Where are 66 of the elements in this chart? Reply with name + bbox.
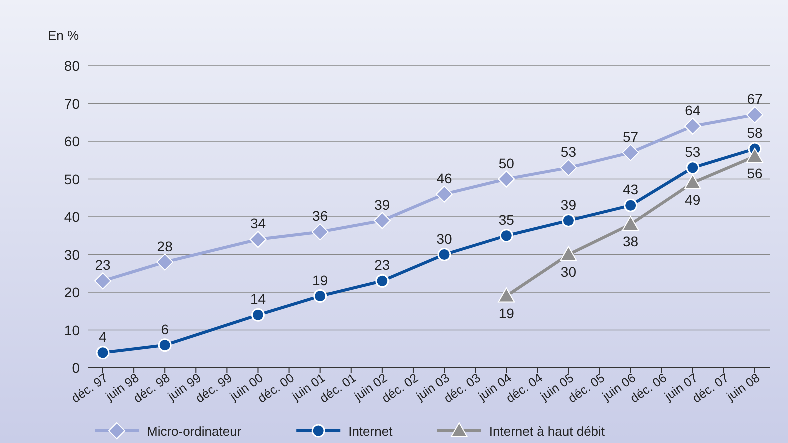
y-tick-label: 20 bbox=[64, 284, 80, 300]
point bbox=[560, 246, 578, 262]
y-tick-label: 50 bbox=[64, 171, 80, 188]
data-label: 14 bbox=[250, 291, 266, 308]
point bbox=[500, 229, 514, 243]
point bbox=[250, 231, 267, 248]
data-label: 28 bbox=[157, 238, 174, 254]
y-tick-label: 70 bbox=[64, 96, 80, 112]
y-tick-label: 80 bbox=[64, 58, 80, 74]
data-label: 49 bbox=[685, 192, 701, 208]
legend-label: Internet à haut débit bbox=[489, 424, 606, 439]
data-label: 38 bbox=[623, 234, 639, 250]
data-label: 39 bbox=[560, 196, 577, 213]
point bbox=[156, 254, 174, 271]
point bbox=[376, 274, 390, 288]
data-label: 58 bbox=[747, 125, 763, 142]
point bbox=[498, 170, 516, 188]
data-label: 19 bbox=[312, 272, 328, 288]
data-label: 36 bbox=[312, 208, 328, 224]
point bbox=[684, 174, 702, 190]
point bbox=[374, 212, 391, 230]
y-tick-label: 10 bbox=[64, 322, 80, 338]
data-label: 56 bbox=[747, 166, 763, 182]
point bbox=[251, 308, 265, 322]
legend-label: Internet bbox=[348, 424, 394, 439]
data-label: 30 bbox=[436, 230, 453, 247]
data-label: 6 bbox=[161, 321, 170, 338]
data-label: 46 bbox=[436, 170, 453, 186]
data-label: 19 bbox=[498, 305, 515, 322]
data-label: 34 bbox=[250, 216, 266, 232]
point bbox=[622, 216, 640, 232]
point bbox=[684, 118, 702, 135]
legend-label: Micro-ordinateur bbox=[147, 424, 242, 439]
point bbox=[746, 148, 764, 164]
point bbox=[562, 214, 576, 228]
data-label: 53 bbox=[685, 144, 701, 160]
point bbox=[438, 248, 452, 262]
point bbox=[624, 198, 638, 212]
data-label: 39 bbox=[374, 196, 390, 213]
point bbox=[686, 161, 700, 175]
point bbox=[96, 346, 110, 360]
point bbox=[622, 144, 640, 162]
y-tick-label: 30 bbox=[64, 246, 80, 263]
point bbox=[94, 272, 112, 290]
data-label: 23 bbox=[95, 257, 111, 274]
point bbox=[498, 288, 516, 303]
data-label: 23 bbox=[374, 257, 390, 274]
point bbox=[314, 290, 328, 304]
data-label: 64 bbox=[685, 102, 701, 118]
y-axis-title: En % bbox=[48, 28, 80, 43]
y-tick-label: 60 bbox=[64, 134, 80, 150]
data-label: 4 bbox=[99, 328, 108, 345]
point bbox=[746, 106, 764, 124]
point bbox=[436, 186, 454, 203]
data-label: 57 bbox=[623, 128, 639, 145]
y-tick-label: 40 bbox=[64, 209, 80, 225]
data-label: 43 bbox=[623, 182, 639, 198]
data-label: 67 bbox=[747, 91, 763, 108]
data-label: 53 bbox=[560, 144, 577, 160]
point bbox=[312, 224, 329, 241]
y-tick-label: 0 bbox=[72, 360, 80, 376]
data-label: 50 bbox=[498, 155, 515, 172]
data-label: 35 bbox=[498, 212, 515, 228]
point bbox=[560, 159, 578, 176]
data-label: 30 bbox=[560, 264, 577, 280]
point bbox=[158, 338, 172, 352]
